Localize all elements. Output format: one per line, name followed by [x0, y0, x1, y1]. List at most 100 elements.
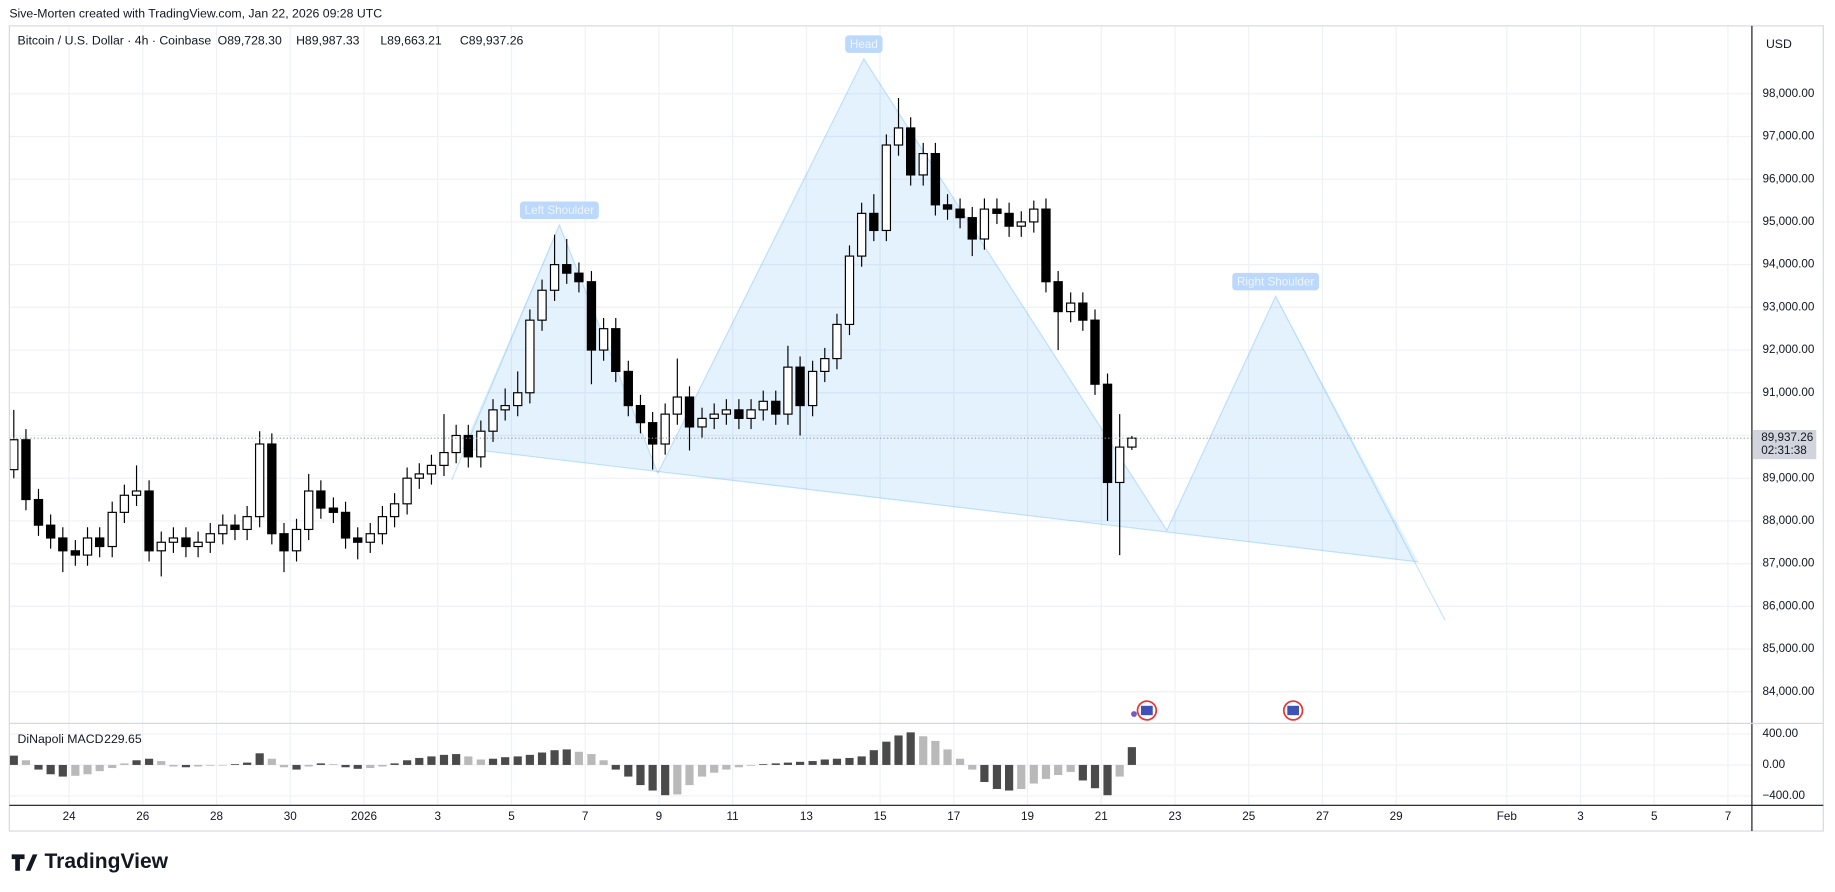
macd-bar	[353, 764, 362, 769]
x-tick-label: 3	[434, 810, 441, 823]
x-tick-label: 7	[582, 810, 589, 823]
macd-bar	[144, 758, 154, 765]
macd-bar	[403, 760, 412, 765]
pattern-label: Head	[850, 38, 878, 51]
y-tick-label: 96,000.00	[1762, 172, 1814, 185]
macd-bar	[1115, 764, 1124, 777]
candle-body	[979, 208, 990, 240]
candle-body	[721, 409, 732, 415]
macd-bar	[427, 756, 436, 765]
macd-bar	[943, 749, 952, 765]
macd-bar	[71, 764, 80, 776]
macd-bar	[808, 761, 817, 765]
y-tick-label: 93,000.00	[1762, 300, 1814, 313]
symbol-title: Bitcoin / U.S. Dollar · 4h · Coinbase	[18, 33, 212, 47]
candle-body	[881, 144, 892, 232]
frame	[8, 25, 1824, 832]
candle-body	[193, 541, 203, 548]
macd-bar	[452, 754, 461, 765]
candle-body	[45, 524, 56, 539]
candle-body	[856, 212, 867, 257]
macd-bar	[341, 764, 350, 768]
pattern-label-box	[519, 201, 599, 220]
pattern	[451, 57, 1446, 621]
macd-bar	[316, 763, 325, 765]
y-tick-label: 95,000.00	[1762, 215, 1814, 228]
macd-bar	[46, 764, 55, 775]
candle-body	[525, 319, 535, 394]
grid	[9, 25, 1752, 806]
candle-body	[992, 208, 1002, 214]
candle-body	[918, 152, 928, 176]
x-tick-label: 7	[1725, 810, 1732, 823]
macd-bar	[734, 764, 743, 768]
candle-body	[304, 490, 314, 531]
candle-body	[586, 281, 597, 351]
macd-bar	[820, 759, 829, 765]
y-tick-label: −400.00	[1762, 789, 1805, 802]
x-tick-label: 9	[656, 810, 663, 823]
event-icon[interactable]	[1131, 700, 1158, 721]
macd-bar	[476, 759, 485, 765]
legend-low: L89,663.21	[380, 33, 442, 47]
candle-body	[254, 443, 265, 518]
macd-bar	[488, 758, 498, 765]
y-tick-label: 97,000.00	[1762, 130, 1814, 143]
macd-bar	[710, 764, 719, 773]
macd-bar	[157, 761, 166, 765]
macd-bar	[611, 764, 620, 770]
macd-bar	[673, 764, 682, 795]
macd-bar	[1103, 764, 1112, 796]
macd-bar	[1078, 764, 1087, 781]
y-tick-label: 0.00	[1762, 758, 1785, 771]
candle-body	[119, 494, 130, 513]
candle-body	[156, 541, 166, 552]
candle-body	[328, 507, 339, 513]
credit: Sive-Morten created with TradingView.com…	[9, 6, 382, 20]
macd-bar	[894, 735, 903, 765]
y-tick-label: 85,000.00	[1762, 642, 1814, 655]
currency: USD	[1766, 37, 1792, 51]
y-tick-label: 84,000.00	[1762, 685, 1814, 698]
candle-body	[414, 473, 424, 479]
candle-body	[574, 272, 584, 283]
logo-text: TradingView	[44, 850, 168, 873]
macd-bar	[574, 751, 584, 765]
y-tick-label: 92,000.00	[1762, 343, 1814, 356]
pattern-label: Left Shoulder	[525, 204, 595, 217]
candle-body	[230, 524, 240, 531]
macd-bar	[279, 764, 289, 768]
event-icon[interactable]	[1282, 700, 1304, 721]
x-tick-label: 23	[1168, 810, 1181, 823]
macd-bar	[795, 761, 805, 765]
candle-body	[33, 498, 44, 526]
last-price-label: 89,937.26	[1761, 431, 1813, 444]
candle-body	[218, 524, 228, 535]
candle-body	[181, 537, 191, 548]
macd-bar	[34, 764, 43, 770]
legend-high: H89,987.33	[296, 33, 360, 47]
macd-bar	[329, 764, 338, 765]
macd-bar	[832, 758, 842, 765]
x-tick-label: 27	[1316, 810, 1329, 823]
macd-bar	[587, 754, 596, 765]
candle-body	[893, 127, 904, 146]
y-tick-label: 88,000.00	[1762, 514, 1814, 527]
macd-bar	[636, 764, 645, 786]
candle-body	[402, 477, 412, 505]
macd-bar	[968, 764, 977, 770]
y-tick-label: 400.00	[1762, 727, 1798, 740]
candle-body	[488, 409, 498, 432]
x-tick-label: 19	[1021, 810, 1034, 823]
macd-bar	[390, 763, 399, 765]
macd-bar	[783, 762, 793, 765]
candle-body	[1041, 208, 1051, 283]
candle-body	[451, 434, 461, 454]
candle-body	[734, 409, 744, 419]
pattern-line	[451, 57, 1446, 621]
candle-body	[1053, 281, 1063, 313]
candle-body	[242, 516, 252, 531]
macd-bar	[181, 764, 191, 768]
candle-body	[647, 422, 658, 445]
